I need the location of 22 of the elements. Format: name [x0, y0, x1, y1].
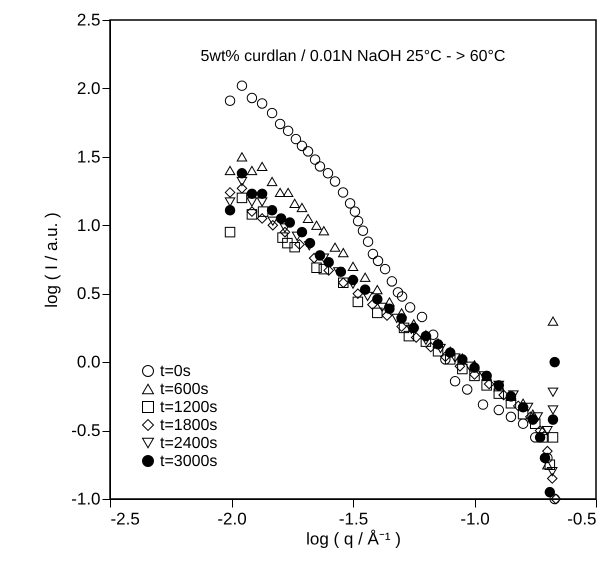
y-tick-label: 1.0 — [76, 216, 100, 235]
legend-label: t=2400s — [160, 435, 218, 452]
annotation: 5wt% curdlan / 0.01N NaOH 25°C - > 60°C — [200, 48, 506, 65]
x-tick-label: -0.5 — [567, 510, 596, 528]
y-tick-label: 0.5 — [76, 284, 100, 304]
legend-label: t=1800s — [160, 417, 218, 434]
y-axis-title: log ( I / a.u. ) — [42, 212, 62, 308]
x-axis-title: log ( q / Å⁻¹ ) — [306, 530, 401, 548]
y-tick-label: 2.5 — [76, 10, 100, 30]
legend-label: t=1200s — [160, 399, 218, 416]
y-tick-label: 1.5 — [76, 147, 100, 166]
legend-label: t=3000s — [160, 453, 218, 470]
legend-label: t=600s — [160, 381, 208, 398]
y-tick-label: -0.5 — [71, 421, 100, 440]
y-tick-label: -1.0 — [71, 490, 100, 508]
y-tick-label: 0.0 — [76, 352, 100, 372]
x-tick-label: -2.0 — [217, 510, 247, 528]
y-tick-label: 2.0 — [76, 78, 100, 98]
x-tick-label: -1.0 — [460, 510, 490, 528]
x-tick-label: -1.5 — [338, 510, 368, 528]
x-tick-label: -2.5 — [110, 510, 140, 528]
legend-label: t=0s — [160, 363, 191, 380]
